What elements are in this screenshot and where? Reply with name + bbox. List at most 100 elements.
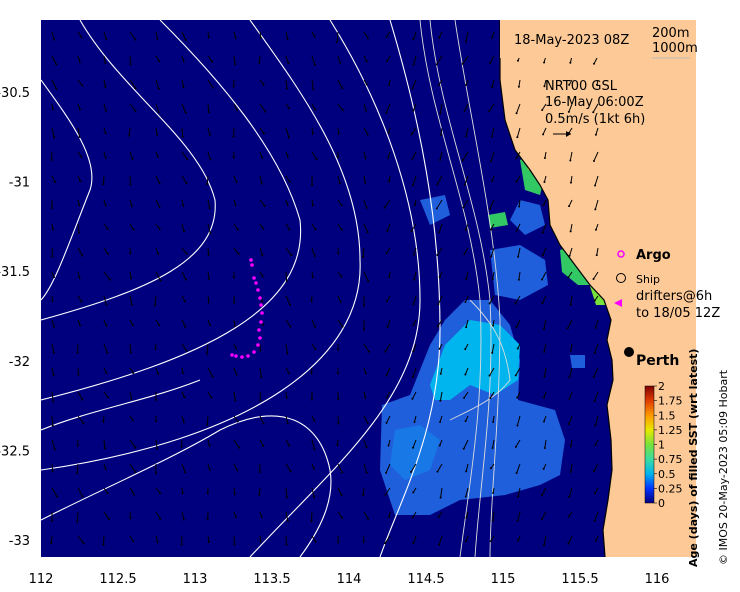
current-arrow (337, 247, 340, 255)
scale-arrow (553, 131, 571, 137)
current-arrow (540, 487, 547, 497)
lat-tick-label: -32 (9, 355, 30, 370)
current-arrow (232, 127, 235, 138)
current-arrow (385, 463, 391, 474)
current-arrow (207, 295, 210, 304)
current-arrow (103, 271, 112, 281)
current-arrow (206, 511, 209, 521)
current-arrow (129, 391, 133, 400)
current-arrow (363, 271, 370, 283)
current-arrow (411, 367, 417, 379)
current-arrow (336, 151, 339, 159)
date-label: 18-May-2023 08Z (514, 33, 629, 48)
current-arrow (77, 31, 83, 39)
current-arrow (311, 271, 314, 278)
current-arrow (569, 151, 573, 162)
current-arrow (515, 103, 521, 115)
current-arrow (543, 343, 547, 353)
current-arrow (51, 199, 54, 210)
current-arrow (385, 103, 391, 114)
current-arrow (543, 535, 547, 546)
current-arrow (51, 343, 55, 354)
current-arrow (311, 31, 316, 38)
current-arrow (388, 79, 391, 87)
current-arrow (181, 31, 187, 42)
current-arrow (207, 439, 211, 447)
colorbar-tick-label: 1.5 (658, 409, 676, 422)
current-arrow (337, 223, 343, 231)
current-arrow (154, 343, 157, 350)
current-arrow (51, 463, 54, 473)
current-arrow (517, 247, 521, 258)
current-arrow (285, 31, 289, 41)
drifter-point (230, 353, 234, 357)
current-arrow (285, 535, 288, 546)
current-arrow (51, 271, 55, 279)
current-arrow (568, 199, 573, 208)
current-arrow (568, 367, 573, 379)
current-arrow (311, 247, 316, 258)
current-arrow (363, 343, 371, 353)
current-arrow (259, 151, 264, 159)
current-arrow (385, 247, 391, 255)
current-arrow (336, 31, 339, 43)
lon-tick-label: 115.5 (561, 572, 598, 587)
current-arrow (311, 175, 314, 186)
current-arrow (385, 367, 391, 377)
current-arrow (103, 295, 108, 306)
drifter-point (246, 354, 250, 358)
current-arrow (155, 55, 161, 63)
current-arrow (410, 463, 417, 474)
current-arrow (337, 127, 340, 135)
current-arrow (77, 367, 80, 376)
current-arrow (181, 55, 185, 63)
current-arrow (363, 367, 367, 375)
current-arrow (464, 415, 469, 423)
argo-label: Argo (636, 248, 671, 263)
current-arrow (489, 535, 495, 543)
current-arrow (437, 511, 443, 518)
current-arrow (129, 319, 134, 327)
current-arrow (542, 415, 547, 423)
current-arrow (568, 487, 573, 498)
current-arrow (181, 511, 185, 521)
current-arrow (285, 247, 293, 257)
current-arrow (388, 271, 391, 279)
current-arrow (311, 343, 317, 351)
current-arrow (517, 271, 521, 281)
current-arrow (259, 535, 262, 543)
current-arrow (491, 79, 495, 89)
info-background (500, 20, 696, 58)
drifters-label-line2: to 18/05 12Z (636, 306, 720, 321)
current-arrow (311, 223, 317, 231)
current-arrow (386, 319, 391, 329)
current-arrow (102, 535, 105, 546)
current-arrow (436, 247, 443, 257)
current-arrow (515, 463, 521, 475)
current-arrow (154, 295, 157, 307)
current-arrow (436, 319, 443, 328)
drifter-tracks (230, 258, 264, 359)
current-arrow (337, 391, 340, 401)
current-arrow (180, 535, 183, 546)
colorbar-labels: 2 1.751.5 1.25 10.75 0.50.25 0 (654, 380, 683, 510)
current-arrow (411, 175, 417, 187)
current-arrow (569, 223, 573, 233)
current-arrow (517, 79, 521, 88)
current-arrow (543, 151, 547, 159)
current-arrow (233, 463, 239, 472)
current-arrow (311, 151, 318, 161)
current-arrow (129, 271, 133, 280)
drifter-point (257, 328, 261, 332)
current-arrow (439, 487, 443, 499)
current-arrow (439, 103, 443, 115)
current-arrow (337, 415, 340, 425)
current-arrow (51, 55, 58, 66)
colorbar-title: Age (days) of filled SST (wrt latest) (687, 349, 700, 567)
current-arrow (103, 79, 107, 89)
current-arrow (311, 103, 317, 111)
drifter-point (258, 296, 262, 300)
current-arrow (438, 271, 443, 279)
current-arrow (492, 415, 495, 424)
current-arrow (155, 367, 160, 375)
